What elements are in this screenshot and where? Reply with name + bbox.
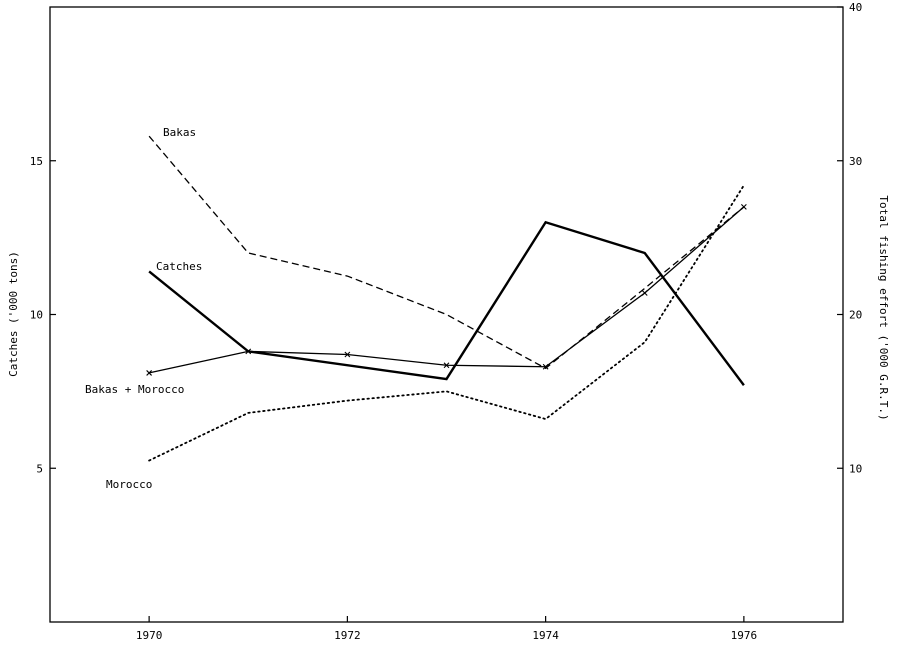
marker-stroke [542,363,549,370]
series-label-catches: Catches [156,260,202,273]
series-line-catches [148,220,745,386]
point-marker-bakas-morocco-1970 [146,370,153,376]
x-tick-label-1976: 1976 [731,629,758,642]
right-y-axis-ticks: 10 20 30 40 [837,1,862,475]
series-line-bakas [148,135,745,370]
right-y-tick-label-40: 40 [849,1,862,14]
left-y-tick-label-10: 10 [30,309,43,322]
x-tick-label-1974: 1974 [532,629,559,642]
plot-frame [49,6,844,623]
point-marker-bakas-morocco-1972 [344,351,351,358]
right-y-tick-label-30: 30 [849,155,862,168]
series-line-morocco [148,184,745,462]
series-label-bakas: Bakas [163,126,196,139]
point-marker-bakas-morocco-1976 [740,203,747,210]
marker-stroke [245,348,252,355]
marker-stroke [641,290,648,296]
left-axis-title: Catches ('000 tons) [7,251,20,377]
point-marker-bakas-morocco-1974 [542,363,549,370]
right-y-tick-label-10: 10 [849,462,862,475]
x-tick-label-1970: 1970 [136,629,163,642]
series-label-morocco: Morocco [106,478,152,491]
x-tick-label-1972: 1972 [334,629,361,642]
marker-stroke [443,362,450,369]
right-axis-title: Total fishing effort ('000 G.R.T.) [877,195,890,420]
left-y-tick-label-5: 5 [36,462,43,475]
right-y-tick-label-20: 20 [849,309,862,322]
point-marker-bakas-morocco-1975 [641,290,648,296]
point-marker-bakas-morocco-1973 [443,362,450,369]
series-layer [146,135,747,462]
series-line-bakas-morocco [148,206,745,374]
left-y-tick-label-15: 15 [30,155,43,168]
marker-stroke [344,351,351,358]
point-marker-bakas-morocco-1971 [245,348,252,355]
series-label-bakas-morocco: Bakas + Morocco [85,383,184,396]
marker-stroke [146,370,153,376]
x-axis-ticks: 1970 1972 1974 1976 [136,616,757,642]
marker-stroke [740,203,747,210]
left-y-axis-ticks: 5 10 15 [30,155,56,475]
